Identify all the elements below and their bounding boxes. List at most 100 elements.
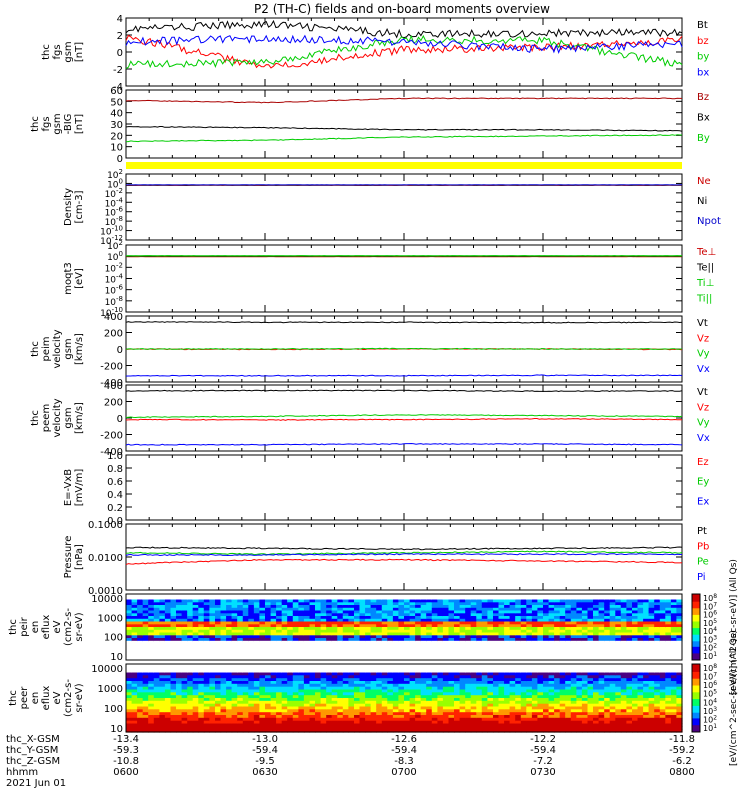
peer-cell	[265, 695, 272, 699]
density-ytick-label: 10-4	[105, 196, 124, 209]
peir-cell	[198, 643, 205, 647]
peir-cell	[381, 605, 388, 609]
peer-cell	[381, 717, 388, 722]
peer-cell	[265, 729, 272, 733]
peer-cell	[176, 678, 183, 682]
peer-cell	[526, 678, 533, 682]
efield-ylabel-line: E=-VxB	[63, 469, 74, 506]
peer-cell	[142, 669, 149, 674]
peir-colorbar-cell	[692, 628, 700, 630]
peir-cell	[215, 649, 222, 653]
peir-cell	[381, 654, 388, 658]
peer-cell	[248, 703, 255, 708]
peir-cell	[581, 594, 589, 598]
peer-cell	[276, 666, 283, 671]
peer-cell	[253, 717, 261, 722]
peir-cell	[465, 627, 472, 631]
peir-cell	[164, 594, 172, 598]
peir-cell	[643, 621, 650, 625]
peir-cell	[354, 629, 361, 634]
peir-cell	[337, 596, 344, 601]
peir-cell	[442, 651, 450, 656]
peer-cell	[409, 729, 416, 733]
peir-cell	[632, 624, 639, 628]
peir-ylabel-line: eV	[52, 620, 63, 633]
peir-cell	[470, 635, 477, 639]
peir-cell	[326, 616, 333, 620]
peir-cell	[431, 602, 438, 606]
peir-cell	[537, 657, 544, 661]
peir-cell	[520, 616, 527, 620]
peir-cell	[392, 602, 400, 606]
peer-cell	[226, 666, 233, 671]
peer-cell	[315, 712, 322, 716]
peer-cell	[237, 672, 244, 676]
peer-cell	[359, 695, 366, 699]
peir-cell	[537, 627, 544, 631]
peer-cell	[354, 672, 361, 676]
peir-cell	[665, 616, 672, 620]
peir-cell	[226, 640, 233, 645]
peer-cell	[476, 689, 483, 693]
peir-cell	[531, 621, 539, 625]
peir-cell	[470, 613, 477, 617]
peer-cell	[387, 664, 394, 668]
peir-cell	[176, 618, 183, 623]
peir-cell	[548, 624, 555, 628]
peir-cell	[515, 607, 522, 612]
peir-cell	[370, 616, 377, 620]
peir-cell	[670, 638, 678, 642]
peer-cell	[237, 681, 244, 685]
peir-cell	[637, 651, 644, 656]
peir-cell	[581, 602, 589, 606]
peer-cell	[237, 723, 244, 727]
peir-cell	[237, 638, 244, 642]
peir-cell	[531, 651, 539, 656]
peir-cell	[598, 607, 605, 612]
peir-cell	[187, 616, 194, 620]
peir-cell	[298, 638, 305, 642]
peer-cell	[487, 672, 494, 676]
peir-cell	[587, 607, 594, 612]
peir-cell	[131, 602, 138, 606]
peir-cell	[526, 654, 533, 658]
peir-cell	[615, 594, 622, 598]
peer-cell	[303, 726, 311, 730]
peir-cell	[626, 649, 633, 653]
peir-cell	[203, 643, 210, 647]
peer-cell	[231, 678, 238, 682]
peir-cell	[626, 629, 633, 634]
peir-cell	[498, 635, 505, 639]
peir-cell	[342, 638, 349, 642]
peer-cell	[370, 712, 377, 716]
peer-cell	[493, 700, 500, 705]
peir-cell	[526, 640, 533, 645]
peer-cell	[142, 709, 149, 713]
peer-cell	[526, 723, 533, 727]
peir-cell	[276, 657, 283, 661]
peir-cell	[348, 618, 355, 623]
peir-colorbar-cell	[692, 611, 700, 614]
peir-cell	[665, 627, 672, 631]
peir-cell	[187, 599, 194, 603]
peir-cell	[320, 605, 327, 609]
peir-cell	[242, 635, 249, 639]
peir-cell	[676, 610, 683, 614]
peir-cell	[142, 610, 149, 614]
peir-cell	[526, 624, 533, 628]
peir-cell	[315, 624, 322, 628]
peer-cell	[131, 672, 138, 676]
peir-cell	[493, 646, 500, 650]
peir-cell	[431, 616, 438, 620]
peir-cell	[487, 638, 494, 642]
peer-cell	[459, 664, 466, 668]
peer-cell	[487, 715, 494, 719]
peer-cell	[309, 712, 316, 716]
peer-cell	[365, 712, 372, 716]
peer-cell	[348, 681, 355, 685]
peir-cell	[415, 632, 422, 636]
peem-legend-3: Vx	[697, 433, 710, 444]
peir-cell	[309, 643, 316, 647]
peir-cell	[376, 643, 383, 647]
peir-cell	[348, 616, 355, 620]
